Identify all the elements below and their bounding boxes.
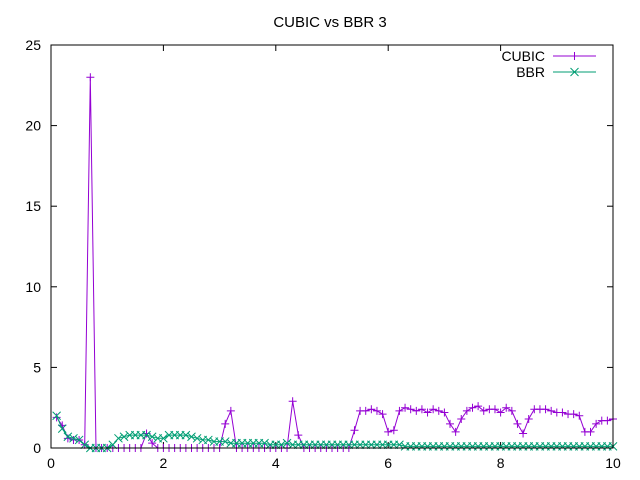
y-tick-label: 5 xyxy=(33,359,41,375)
y-tick-label: 20 xyxy=(25,118,41,134)
bbr-point xyxy=(69,433,78,443)
cubic-point xyxy=(541,405,550,414)
x-tick-label: 10 xyxy=(605,455,621,471)
legend-label-bbr: BBR xyxy=(516,64,545,80)
cubic-point xyxy=(474,402,483,411)
x-tick-label: 8 xyxy=(497,455,505,471)
cubic-point xyxy=(462,406,471,415)
cubic-point xyxy=(440,408,449,417)
cubic-point xyxy=(389,426,398,435)
bbr-point xyxy=(277,440,286,450)
chart-title: CUBIC vs BBR 3 xyxy=(273,14,386,31)
legend-label-cubic: CUBIC xyxy=(501,48,545,64)
bbr-point xyxy=(204,435,213,445)
bbr-point xyxy=(114,433,123,443)
legend-marker-bbr xyxy=(570,67,579,77)
cubic-point xyxy=(401,403,410,412)
bbr-point xyxy=(260,438,269,448)
cubic-point xyxy=(226,406,235,415)
cubic-point xyxy=(148,439,157,448)
cubic-point xyxy=(457,414,466,423)
cubic-point xyxy=(384,427,393,436)
bbr-point xyxy=(220,437,230,446)
cubic-point xyxy=(507,406,516,415)
cubic-point xyxy=(490,405,499,414)
cubic-point xyxy=(406,405,415,414)
bbr-point xyxy=(108,440,118,450)
cubic-point xyxy=(367,405,376,414)
cubic-point xyxy=(547,406,556,415)
bbr-point xyxy=(187,432,196,442)
cubic-point xyxy=(586,427,595,436)
bbr-point xyxy=(159,433,168,443)
cubic-point xyxy=(372,406,381,415)
cubic-point xyxy=(395,406,404,415)
cubic-point xyxy=(496,408,505,417)
y-tick-label: 25 xyxy=(25,37,41,53)
cubic-point xyxy=(592,419,601,428)
cubic-point xyxy=(221,419,230,428)
bbr-point xyxy=(74,435,84,445)
cubic-point xyxy=(361,406,370,415)
bbr-point xyxy=(395,440,404,450)
cubic-point xyxy=(423,408,432,417)
x-tick-label: 6 xyxy=(384,455,392,471)
plot-frame xyxy=(50,44,614,449)
bbr-point xyxy=(63,432,73,442)
x-tick-label: 4 xyxy=(272,455,280,471)
x-tick-label: 2 xyxy=(160,455,168,471)
bbr-point xyxy=(192,433,202,443)
cubic-point xyxy=(479,406,488,415)
bbr-point xyxy=(119,432,129,442)
cubic-point xyxy=(558,408,567,417)
bbr-point xyxy=(282,438,292,448)
cubic-point xyxy=(429,405,438,414)
bbr-point xyxy=(147,432,157,442)
cubic-point xyxy=(468,403,477,412)
cubic-point xyxy=(288,397,297,406)
y-tick-label: 0 xyxy=(33,440,41,456)
cubic-point xyxy=(63,434,72,443)
cubic-point xyxy=(294,431,303,440)
cubic-point xyxy=(378,410,387,419)
cubic-point xyxy=(524,414,533,423)
cubic-point xyxy=(417,405,426,414)
y-tick-label: 10 xyxy=(25,279,41,295)
bbr-line xyxy=(56,415,613,449)
bbr-point xyxy=(52,411,61,421)
bbr-point xyxy=(181,430,191,440)
cubic-point xyxy=(513,419,522,428)
cubic-point xyxy=(502,403,511,412)
bbr-point xyxy=(80,440,90,450)
x-tick-label: 0 xyxy=(47,455,55,471)
cubic-point xyxy=(86,73,95,82)
legend-marker-cubic xyxy=(570,52,579,60)
cubic-point xyxy=(519,429,528,438)
cubic-point xyxy=(350,426,359,435)
cubic-point xyxy=(446,419,455,428)
cubic-point xyxy=(412,406,421,415)
cubic-point xyxy=(603,416,612,425)
cubic-point xyxy=(575,411,584,420)
bbr-point xyxy=(142,430,151,440)
cubic-point xyxy=(451,427,460,436)
y-tick-label: 15 xyxy=(25,198,41,214)
cubic-point xyxy=(569,410,578,419)
cubic-point xyxy=(52,413,61,422)
cubic-point xyxy=(434,406,443,415)
bbr-point xyxy=(57,424,67,434)
